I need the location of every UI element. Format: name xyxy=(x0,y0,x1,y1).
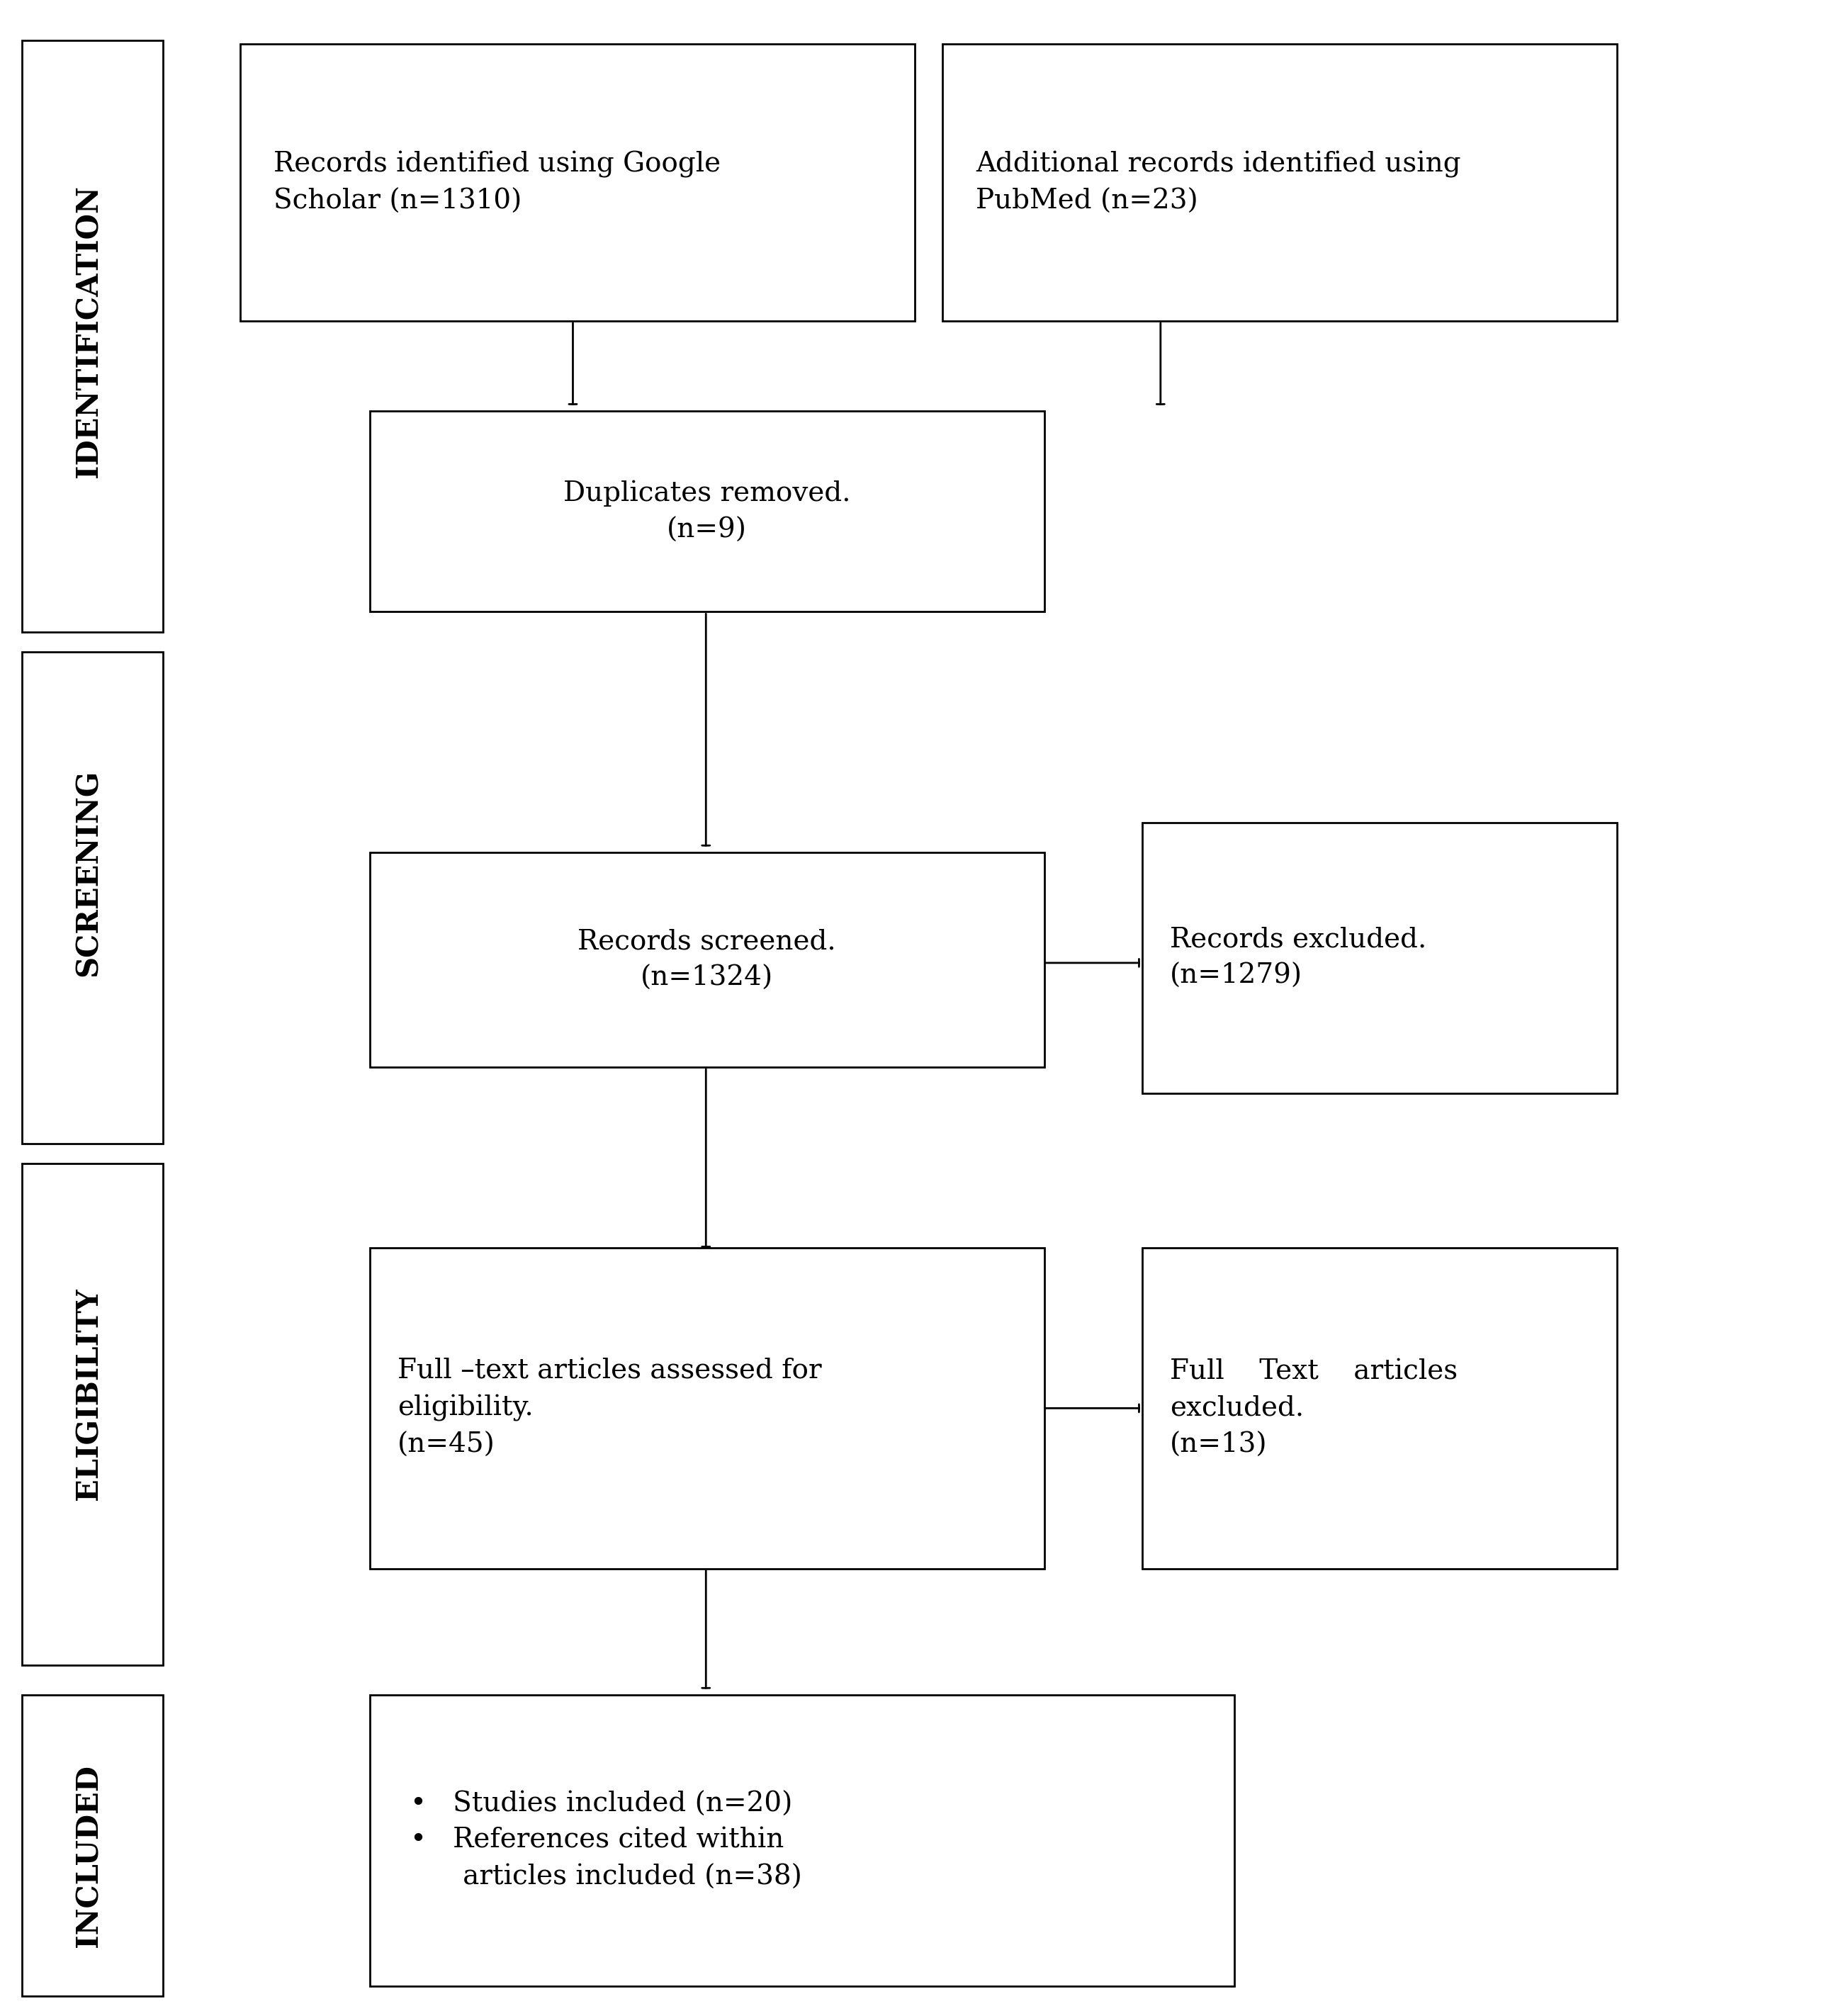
Text: Full    Text    articles
excluded.
(n=13): Full Text articles excluded. (n=13) xyxy=(1170,1358,1458,1458)
Text: SCREENING: SCREENING xyxy=(74,768,103,977)
Text: Records screened.
(n=1324): Records screened. (n=1324) xyxy=(578,929,835,991)
Text: Duplicates removed.
(n=9): Duplicates removed. (n=9) xyxy=(564,479,850,544)
Bar xyxy=(370,853,1044,1067)
Text: IDENTIFICATION: IDENTIFICATION xyxy=(74,185,103,477)
Text: Records identified using Google
Scholar (n=1310): Records identified using Google Scholar … xyxy=(274,150,721,215)
Text: Additional records identified using
PubMed (n=23): Additional records identified using PubM… xyxy=(976,150,1462,215)
Bar xyxy=(1142,822,1617,1093)
Bar xyxy=(22,652,163,1143)
Bar xyxy=(22,1695,163,1996)
Text: INCLUDED: INCLUDED xyxy=(74,1763,103,1948)
Bar xyxy=(22,1163,163,1665)
Text: Records excluded.
(n=1279): Records excluded. (n=1279) xyxy=(1170,927,1427,989)
Bar xyxy=(240,44,915,321)
Bar xyxy=(370,1248,1044,1569)
Text: •   Studies included (n=20)
•   References cited within
      articles included : • Studies included (n=20) • References c… xyxy=(410,1791,802,1890)
Text: ELIGIBILITY: ELIGIBILITY xyxy=(74,1288,103,1500)
Bar xyxy=(370,1695,1234,1986)
Text: Full –text articles assessed for
eligibility.
(n=45): Full –text articles assessed for eligibi… xyxy=(397,1358,822,1458)
Bar xyxy=(942,44,1617,321)
Bar xyxy=(1142,1248,1617,1569)
Bar xyxy=(22,40,163,632)
Bar xyxy=(370,411,1044,612)
